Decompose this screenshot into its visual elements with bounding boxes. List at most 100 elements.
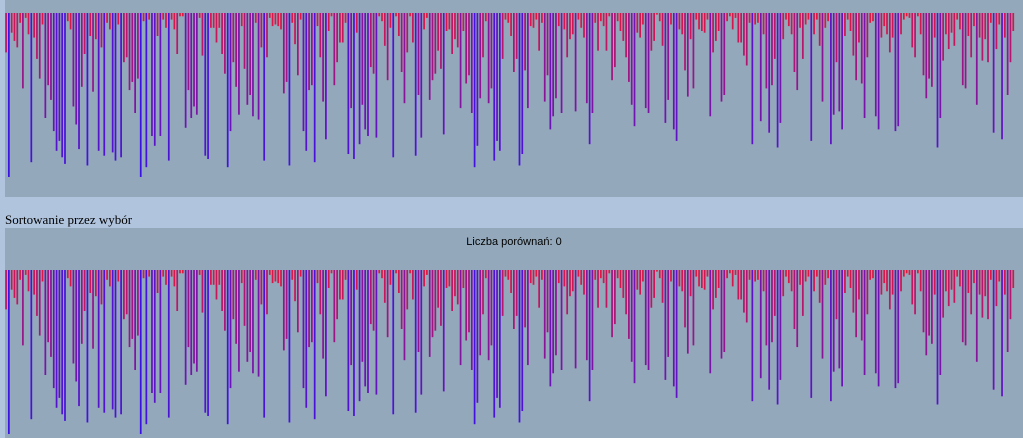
bottom-chart-bar — [246, 270, 249, 362]
bottom-chart-bar — [440, 270, 442, 326]
top-chart-bar — [100, 13, 103, 48]
top-chart-bar — [779, 13, 782, 123]
bottom-chart-bar — [47, 270, 50, 343]
bottom-chart-bar — [801, 270, 804, 316]
bottom-chart-bar — [1012, 270, 1015, 288]
bottom-chart-bar — [981, 270, 984, 318]
top-chart-bar — [341, 13, 344, 43]
top-chart-bar — [894, 13, 897, 132]
top-chart-bar — [319, 13, 322, 58]
bottom-chart-bar — [830, 270, 832, 402]
top-chart-bar — [207, 13, 209, 159]
top-chart-bar — [597, 13, 599, 51]
top-chart-bar — [667, 13, 670, 100]
top-chart-bar — [897, 13, 900, 127]
top-chart-bar — [263, 13, 266, 161]
top-chart-bar — [369, 13, 372, 68]
bottom-chart-bar — [684, 270, 686, 328]
top-chart-bar — [796, 13, 799, 91]
top-chart-bar — [771, 13, 773, 86]
top-chart-bar — [66, 13, 69, 22]
top-chart-bar — [543, 13, 546, 102]
top-chart-bar — [583, 13, 585, 38]
top-chart-bar — [375, 13, 378, 138]
top-chart-bar — [302, 13, 305, 132]
bottom-chart-bar — [956, 270, 959, 277]
bottom-chart-bar — [961, 270, 964, 343]
top-chart-bar — [591, 13, 594, 113]
bottom-chart-bar — [656, 270, 658, 272]
bottom-chart-bar — [555, 270, 557, 356]
top-chart-bar — [630, 13, 633, 105]
top-chart-bar — [423, 13, 425, 30]
top-chart-bar — [830, 13, 832, 145]
top-chart-bar — [891, 13, 894, 38]
top-chart-bar — [294, 13, 296, 45]
bottom-chart-bar — [804, 270, 807, 282]
bottom-chart-bar — [933, 270, 936, 295]
top-chart-bar — [670, 13, 672, 25]
bottom-chart-bar — [145, 270, 148, 425]
top-chart-bar — [156, 13, 159, 36]
bottom-chart-bar — [841, 270, 843, 387]
top-chart-bar — [134, 13, 136, 113]
bottom-chart-bar — [661, 270, 664, 303]
bottom-chart-bar — [389, 270, 392, 285]
bottom-chart-bar — [543, 270, 546, 359]
top-chart-bar — [58, 13, 61, 141]
bottom-chart-bar — [381, 270, 383, 279]
bottom-chart-bar — [591, 270, 594, 370]
bottom-chart-bar — [92, 270, 94, 349]
bottom-chart-bar — [204, 270, 207, 413]
bottom-chart-bar — [689, 270, 692, 297]
top-chart-bar — [210, 13, 212, 28]
top-chart-bar — [678, 13, 681, 30]
top-chart-bar — [24, 13, 27, 18]
bottom-chart-bar — [308, 270, 310, 348]
top-chart-bar — [535, 13, 538, 20]
bottom-chart-bar — [535, 270, 538, 277]
top-chart-bar — [372, 13, 375, 74]
bottom-chart-bar — [515, 270, 518, 316]
bottom-chart-bar — [1006, 270, 1009, 352]
bottom-chart-bar — [224, 270, 226, 331]
bottom-chart-bar — [55, 270, 58, 408]
top-chart-bar — [740, 13, 742, 43]
bottom-chart-bar — [731, 270, 734, 287]
bottom-chart-bar — [717, 270, 720, 288]
bottom-chart-bar — [818, 270, 821, 303]
top-chart-bar — [883, 13, 886, 27]
bottom-chart-bar — [10, 270, 13, 290]
bottom-chart-bar — [866, 270, 869, 315]
top-chart-bar — [137, 13, 139, 79]
bottom-chart-bar — [869, 270, 872, 280]
top-chart-bar — [103, 13, 106, 156]
comparisons-counter: Liczba porównań: 0 — [466, 236, 562, 248]
bottom-chart-bar — [36, 270, 38, 316]
bottom-chart-bar — [950, 270, 953, 290]
bottom-chart-bar — [190, 270, 193, 375]
top-chart-bar — [322, 13, 324, 102]
top-chart-bar — [973, 13, 975, 27]
bottom-chart-bar — [170, 270, 173, 277]
top-chart-bar — [644, 13, 647, 109]
bottom-chart-bar — [858, 270, 860, 300]
bottom-chart-bar — [667, 270, 670, 357]
bottom-chart-bar — [80, 270, 83, 344]
bottom-chart-bar — [908, 270, 911, 275]
bottom-chart-bar — [686, 270, 689, 354]
top-chart-bar — [656, 13, 658, 15]
bottom-chart-bar — [125, 270, 128, 315]
bottom-chart-bar — [218, 270, 221, 285]
bottom-chart-bar — [173, 270, 176, 287]
bottom-chart-bar — [549, 270, 552, 387]
top-chart-bar — [541, 13, 543, 23]
top-chart-bar — [984, 13, 987, 40]
top-chart-bar — [280, 13, 282, 30]
bottom-chart-bar — [100, 270, 103, 305]
bottom-chart-bar — [5, 270, 7, 310]
top-chart-bar — [333, 13, 336, 86]
top-chart-bar — [327, 13, 330, 31]
bottom-chart-bar — [19, 270, 21, 280]
bottom-chart-bar — [179, 270, 181, 274]
